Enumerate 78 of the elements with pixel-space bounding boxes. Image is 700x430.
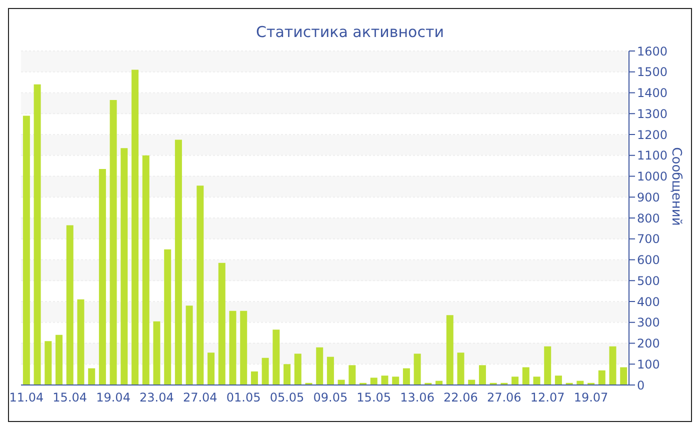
y-tick-label: 1100 — [637, 148, 668, 163]
bar — [457, 352, 464, 385]
bar — [512, 376, 519, 385]
chart-title: Статистика активности — [255, 23, 445, 41]
bar — [316, 347, 324, 385]
x-tick-label: 12.07 — [530, 390, 565, 405]
bar — [381, 376, 388, 385]
bar — [77, 299, 84, 385]
bar — [196, 186, 204, 385]
bar — [153, 321, 160, 385]
bar — [522, 367, 530, 385]
bar — [478, 365, 486, 385]
bar — [554, 376, 562, 385]
bar — [544, 346, 552, 385]
y-tick-label: 1200 — [637, 128, 668, 142]
bar — [348, 365, 356, 385]
bar — [34, 84, 41, 385]
y-tick-label: 100 — [637, 357, 660, 372]
bar — [402, 368, 410, 385]
y-tick-label: 0 — [637, 378, 645, 392]
bar — [533, 376, 540, 385]
x-tick-label: 23.04 — [140, 390, 174, 405]
bar — [174, 140, 182, 385]
x-tick-label: 27.04 — [182, 390, 218, 405]
x-tick-label: 22.06 — [444, 390, 478, 405]
bar — [294, 354, 302, 385]
bar — [414, 354, 421, 385]
y-tick-label: 1300 — [637, 106, 668, 121]
bar — [284, 364, 291, 385]
y-tick-label: 500 — [637, 274, 660, 288]
bar — [88, 368, 96, 385]
bar — [392, 376, 400, 385]
bar — [98, 168, 106, 385]
bar — [250, 371, 258, 385]
bar — [446, 315, 454, 385]
bar — [240, 310, 248, 385]
y-tick-label: 300 — [637, 316, 660, 330]
bar — [132, 70, 139, 385]
y-tick-label: 800 — [637, 211, 660, 226]
y-tick-label: 600 — [637, 253, 660, 268]
x-tick-label: 09.05 — [313, 390, 348, 405]
bar — [208, 352, 215, 385]
bar — [164, 249, 172, 385]
bar — [110, 100, 117, 385]
x-tick-label: 05.05 — [270, 390, 304, 405]
x-tick-label: 15.04 — [52, 390, 88, 405]
y-tick-label: 1400 — [637, 86, 668, 100]
y-tick-label: 700 — [637, 232, 660, 246]
bar — [218, 262, 226, 385]
bar — [120, 148, 128, 385]
bar — [598, 370, 606, 385]
bar — [22, 116, 30, 385]
x-tick-label: 13.06 — [400, 390, 434, 405]
bar — [262, 358, 269, 385]
x-tick-label: 15.05 — [356, 390, 392, 405]
y-tick-label: 200 — [637, 336, 660, 351]
y-tick-label: 400 — [637, 294, 660, 309]
x-tick-label: 11.04 — [9, 390, 44, 405]
y-tick-label: 1000 — [637, 170, 668, 184]
bar — [66, 225, 74, 385]
x-tick-label: 27.06 — [486, 390, 522, 405]
bar — [186, 306, 193, 385]
bar — [229, 310, 236, 385]
y-tick-label: 900 — [637, 190, 660, 204]
x-tick-label: 19.07 — [574, 390, 608, 405]
x-tick-label: 19.04 — [96, 390, 130, 405]
bar — [272, 330, 280, 385]
y-tick-label: 1500 — [637, 65, 668, 80]
bar — [44, 341, 52, 385]
bar — [56, 334, 63, 385]
bar — [620, 367, 628, 385]
bar — [609, 346, 616, 385]
y-axis-title: Сообщений — [668, 146, 684, 228]
bar — [370, 378, 378, 385]
x-tick-label: 01.05 — [226, 390, 261, 405]
y-tick-label: 1600 — [637, 44, 668, 58]
bar — [142, 155, 150, 385]
bar — [326, 356, 334, 385]
